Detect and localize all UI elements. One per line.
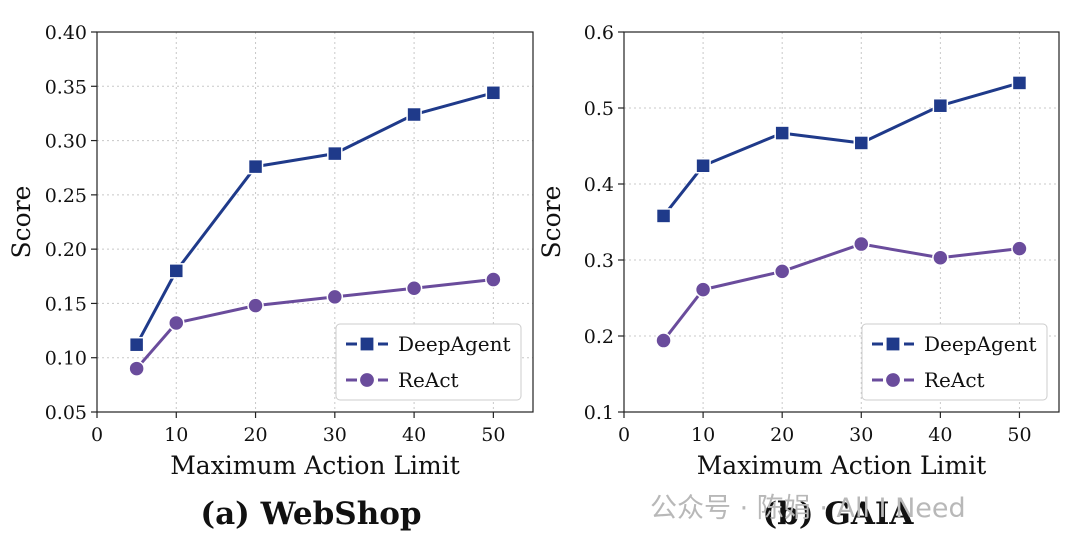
data-point-react [853, 235, 870, 253]
data-point-deepagent [406, 106, 422, 123]
chart-caption: (a) WebShop [200, 496, 421, 532]
x-tick-label: 30 [849, 424, 873, 446]
y-tick-label: 0.3 [584, 250, 614, 272]
y-tick-label: 0.15 [45, 293, 87, 315]
plot-frame [96, 31, 534, 413]
data-point-deepagent [655, 208, 672, 224]
series-line-react [135, 278, 494, 370]
data-point-deepagent [327, 145, 343, 162]
legend-label-deepagent: DeepAgent [398, 332, 511, 356]
data-point-deepagent [247, 158, 264, 175]
series-line-react [662, 242, 1020, 342]
y-tick-label: 0.05 [45, 402, 87, 424]
watermark-text: 公众号 · 陈娟 · All I Need [650, 493, 966, 524]
data-point-react [485, 271, 502, 288]
data-point-deepagent [932, 97, 949, 114]
y-tick-label: 0.5 [584, 98, 614, 120]
x-tick-label: 40 [402, 424, 426, 446]
data-point-react [405, 279, 423, 297]
plot-frame [623, 31, 1060, 413]
data-point-react [694, 281, 712, 298]
y-tick-label: 0.1 [584, 402, 614, 424]
data-point-deepagent [774, 125, 790, 141]
x-tick-label: 0 [618, 424, 630, 446]
legend-marker-react [358, 371, 376, 389]
legend-marker-deepagent [359, 336, 375, 352]
series-line-deepagent [662, 81, 1020, 217]
data-point-react [932, 249, 949, 266]
y-tick-label: 0.6 [584, 22, 614, 44]
data-point-deepagent [853, 135, 870, 151]
x-axis-title: Maximum Action Limit [697, 451, 987, 480]
legend-label-react: ReAct [398, 368, 459, 392]
x-tick-label: 20 [243, 424, 267, 446]
y-tick-label: 0.20 [45, 239, 87, 261]
x-tick-label: 0 [91, 424, 103, 446]
y-axis-title: Score [537, 186, 566, 259]
data-point-react [247, 297, 264, 314]
y-tick-label: 0.4 [584, 174, 614, 196]
x-tick-label: 50 [481, 424, 505, 446]
chart-panel-gaia: 0 10 20 30 40 50 0.1 0.2 0.3 0.4 0.5 0.6 Maximum Act… [537, 22, 1060, 532]
chart-caption: (b) GAIA [763, 496, 915, 532]
x-tick-label: 10 [164, 424, 188, 446]
y-tick-label: 0.2 [584, 326, 614, 348]
data-point-deepagent [168, 263, 185, 279]
data-point-deepagent [1011, 75, 1028, 91]
x-tick-label: 10 [691, 424, 715, 446]
data-point-react [773, 263, 791, 280]
data-point-deepagent [128, 336, 145, 353]
y-tick-label: 0.35 [45, 76, 87, 98]
series-line-deepagent [135, 91, 494, 346]
legend-label-deepagent: DeepAgent [924, 332, 1037, 356]
data-point-react [655, 332, 672, 349]
data-point-react [168, 314, 185, 332]
data-point-react [326, 288, 344, 306]
legend-label-react: ReAct [924, 368, 985, 392]
x-tick-label: 40 [928, 424, 952, 446]
data-point-deepagent [695, 158, 711, 174]
y-tick-label: 0.25 [45, 185, 87, 207]
y-tick-label: 0.40 [45, 22, 87, 44]
data-point-deepagent [485, 85, 502, 101]
data-point-react [1011, 240, 1028, 257]
x-tick-label: 20 [770, 424, 794, 446]
x-axis-title: Maximum Action Limit [170, 451, 460, 480]
legend-marker-react [884, 371, 902, 389]
y-tick-label: 0.30 [45, 131, 87, 153]
data-point-react [128, 360, 145, 377]
x-tick-label: 30 [323, 424, 347, 446]
legend-marker-deepagent [885, 336, 901, 352]
y-axis-title: Score [7, 186, 36, 259]
chart-panel-webshop: 0 10 20 30 40 50 0.05 0.10 0.15 0.20 0.25 0.30 0.35 0… [7, 22, 534, 532]
y-tick-label: 0.10 [45, 348, 87, 370]
x-tick-label: 50 [1007, 424, 1031, 446]
